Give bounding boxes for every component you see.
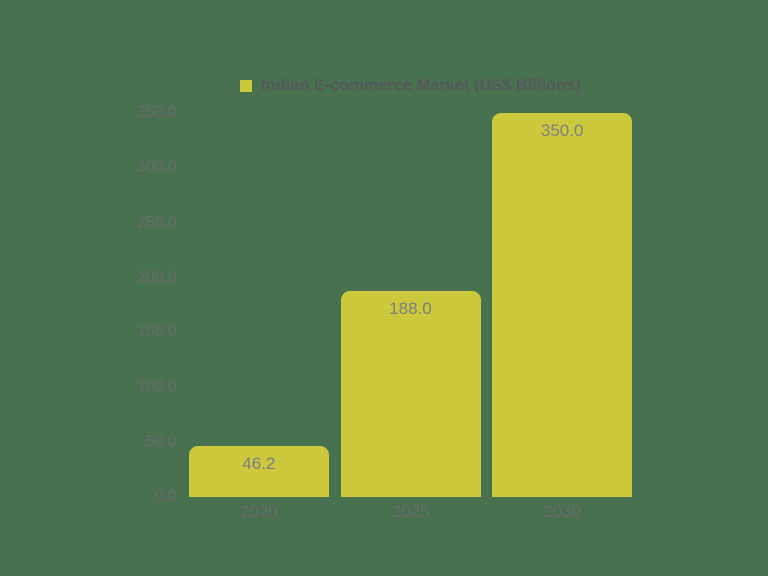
y-axis-tick-label: 350.0 xyxy=(136,104,177,121)
y-axis-tick-label: 100.0 xyxy=(136,378,177,396)
bar-value-label: 46.2 xyxy=(242,454,276,474)
y-axis-tick-label: 50.0 xyxy=(145,433,177,451)
bar-value-label: 350.0 xyxy=(540,121,584,140)
bar[interactable]: 188.0 xyxy=(340,290,481,497)
chart-legend[interactable]: Indian E-commerce Market (US$ Billions) xyxy=(183,74,638,98)
y-axis-tick-label: 150.0 xyxy=(136,323,177,341)
x-axis-tick-label: 2020 xyxy=(239,502,278,521)
x-axis-tick-label: 2030 xyxy=(543,502,582,521)
x-axis-tick-label: 2025 xyxy=(391,502,430,521)
bar[interactable]: 350.0 xyxy=(492,113,633,497)
y-axis-tick-label: 0.0 xyxy=(154,488,177,505)
bar[interactable]: 46.2 xyxy=(188,446,329,497)
y-axis-tick-label: 200.0 xyxy=(136,268,177,286)
y-axis-tick-label: 300.0 xyxy=(136,158,177,176)
legend-marker-icon xyxy=(240,80,253,92)
legend-label: Indian E-commerce Market (US$ Billions) xyxy=(261,77,581,94)
bar-value-label: 188.0 xyxy=(389,298,432,318)
y-axis-tick-label: 250.0 xyxy=(136,213,177,231)
